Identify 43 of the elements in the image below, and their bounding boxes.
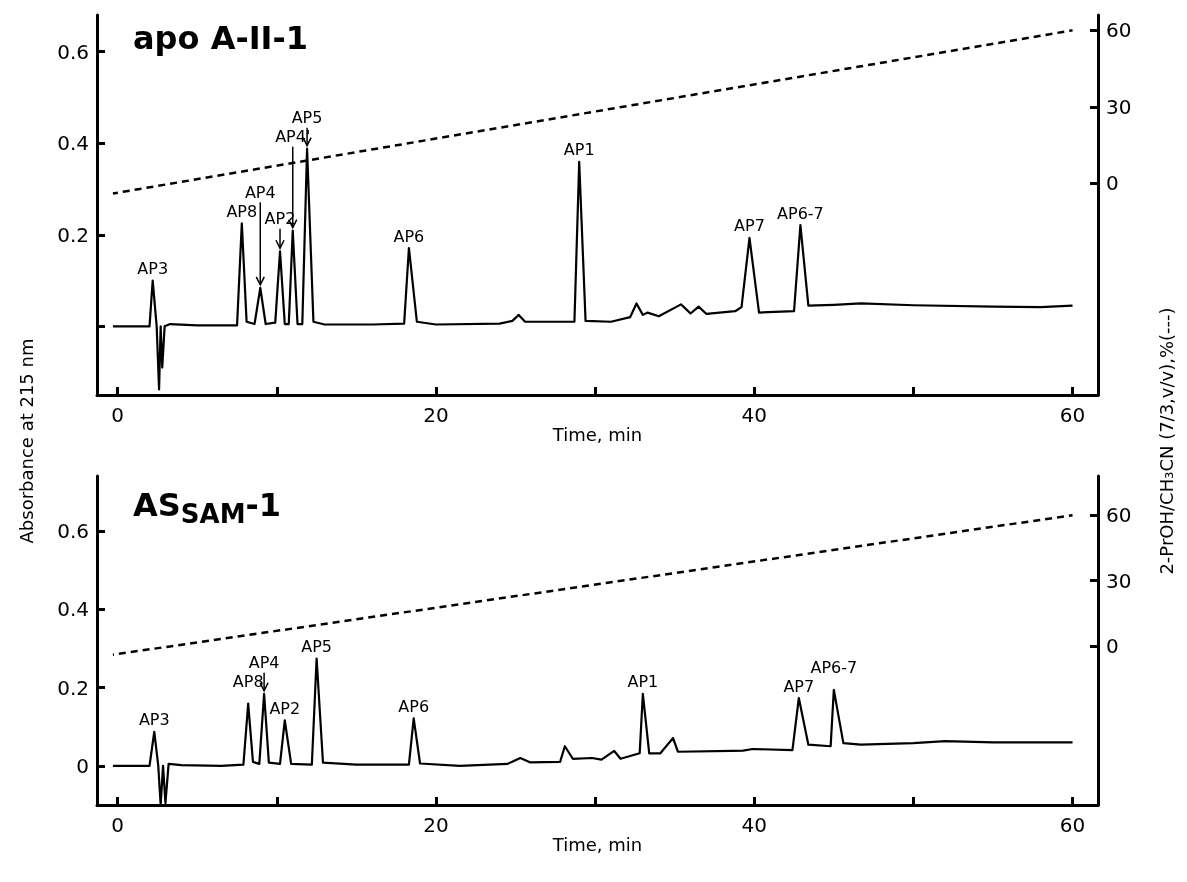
annotation: AP1 — [563, 140, 595, 160]
x-tick-label: 0 — [111, 403, 125, 427]
y-axis-title: Absorbance at 215 nm — [15, 338, 37, 544]
y2-tick-label: 30 — [1106, 94, 1132, 119]
y-tick-label: 0 — [76, 753, 89, 778]
y-tick-label: 0.6 — [57, 39, 89, 64]
annotation: AP6 — [398, 696, 430, 716]
y2-tick-label: 60 — [1106, 503, 1132, 528]
annotation: AP7 — [734, 216, 765, 236]
x-tick-label: 60 — [1059, 813, 1086, 837]
x-tick-label: 60 — [1059, 403, 1086, 427]
annotation: AP7 — [783, 676, 815, 696]
y-tick-label: 0.2 — [57, 675, 89, 700]
annotation: AP5 — [301, 637, 333, 657]
x-tick-label: 40 — [741, 403, 767, 427]
annotation: AP8 — [226, 201, 258, 221]
x-axis-title: Time, min — [551, 424, 643, 446]
annotation: AP3 — [138, 710, 170, 730]
y2-tick-label: 0 — [1106, 171, 1119, 196]
annotation: AP4 — [244, 182, 276, 202]
annotation: AP2 — [269, 698, 301, 718]
x-tick-label: 20 — [423, 813, 449, 837]
x-axis-title: Time, min — [551, 834, 643, 856]
y2-tick-label: 0 — [1106, 633, 1119, 658]
annotation: AP6-7 — [810, 657, 858, 677]
annotation: AP1 — [627, 672, 659, 692]
x-tick-label: 0 — [111, 813, 125, 837]
annotation: AP6 — [393, 226, 425, 246]
annotation: AP8 — [232, 672, 264, 692]
y2-axis-title: 2-PrOH/CH₃CN (7/3,v/v),%(---) — [1155, 307, 1177, 575]
y-tick-label: 0.6 — [57, 518, 89, 543]
x-tick-label: 20 — [423, 403, 449, 427]
chart-title: apo A-II-1 — [133, 19, 309, 57]
annotation: AP4 — [248, 653, 280, 673]
y-tick-label: 0.2 — [57, 222, 89, 247]
y-tick-label: 0.4 — [57, 597, 89, 622]
x-tick-label: 40 — [741, 813, 767, 837]
annotation: AP6-7 — [777, 203, 824, 223]
annotation: AP3 — [137, 259, 169, 279]
y2-tick-label: 60 — [1106, 18, 1132, 43]
y-tick-label: 0.4 — [57, 131, 89, 156]
y2-tick-label: 30 — [1106, 568, 1132, 593]
annotation: AP5 — [291, 108, 323, 128]
